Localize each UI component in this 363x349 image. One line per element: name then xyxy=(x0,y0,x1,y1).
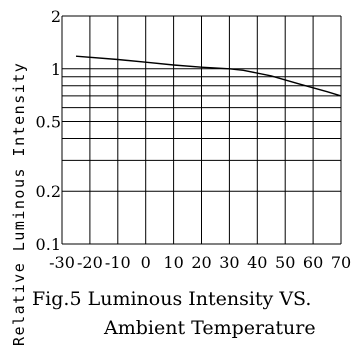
chart-series xyxy=(75,55,342,97)
y-axis-label: Relative Luminous Intensity xyxy=(10,62,28,346)
x-tick-label: 60 xyxy=(303,253,323,272)
x-tick-label: -10 xyxy=(105,253,131,272)
y-tick-labels: 0.1 0.2 0.5 1 2 xyxy=(36,7,61,254)
figure-caption-line-2: Ambient Temperature xyxy=(103,317,316,339)
x-tick-label: 50 xyxy=(275,253,295,272)
figure-caption-line-1: Fig.5 Luminous Intensity VS. xyxy=(32,288,311,310)
chart-grid xyxy=(61,15,342,245)
intensity-curve xyxy=(75,55,342,97)
x-tick-label: -20 xyxy=(77,253,103,272)
y-tick-label: 1 xyxy=(51,60,61,79)
y-tick-label: 0.1 xyxy=(36,235,61,254)
x-tick-label: 0 xyxy=(141,253,151,272)
x-tick-label: 30 xyxy=(219,253,239,272)
y-tick-label: 0.2 xyxy=(36,182,61,201)
x-tick-label: -30 xyxy=(49,253,75,272)
y-tick-label: 0.5 xyxy=(36,113,61,132)
x-tick-label: 10 xyxy=(163,253,183,272)
y-tick-label: 2 xyxy=(51,7,61,26)
x-tick-label: 70 xyxy=(331,253,351,272)
x-tick-label: 20 xyxy=(191,253,211,272)
x-tick-labels: -30 -20 -10 0 10 20 30 40 50 60 70 xyxy=(49,253,351,272)
x-tick-label: 40 xyxy=(247,253,267,272)
